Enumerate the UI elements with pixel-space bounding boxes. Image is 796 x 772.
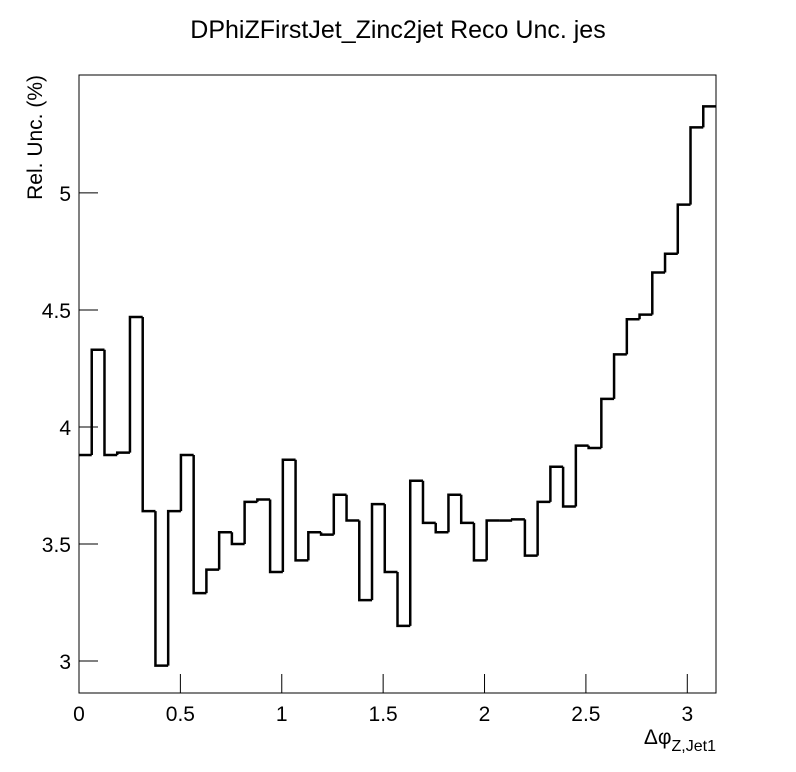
histogram-bin [256, 498, 271, 502]
chart-title: DPhiZFirstJet_Zinc2jet Reco Unc. jes [190, 16, 605, 44]
histogram-bin [179, 453, 194, 512]
histogram-bin [307, 530, 322, 561]
histogram-bin [141, 316, 156, 513]
histogram-bin [103, 349, 118, 457]
histogram-bin [574, 444, 589, 507]
histogram-bin [459, 494, 474, 525]
histogram-bin [663, 252, 678, 273]
plot-frame [78, 74, 717, 694]
histogram-bin [154, 511, 169, 667]
histogram-bin [268, 499, 283, 574]
histogram-bin [536, 500, 551, 556]
y-tick-label: 3.5 [42, 534, 71, 557]
histogram-bin [396, 572, 411, 628]
histogram-bin [243, 500, 258, 544]
histogram-bin [383, 504, 398, 574]
x-tick-label: 3 [681, 703, 693, 726]
histogram-bin [625, 318, 640, 355]
histogram-bin [638, 313, 653, 320]
histogram-bin [447, 493, 462, 533]
histogram-bin [281, 458, 296, 573]
histogram-bin [294, 459, 309, 562]
histogram-bin [702, 105, 716, 128]
x-axis-label-sub: Z,Jet1 [672, 738, 717, 755]
y-axis-label: Rel. Unc. (%) [24, 75, 47, 200]
histogram-bin [166, 509, 181, 666]
x-tick-label: 2.5 [571, 703, 600, 726]
histogram-bin [332, 493, 347, 535]
histogram-bin [128, 315, 143, 453]
histogram-bin [217, 530, 232, 570]
x-tick-label: 0.5 [166, 703, 195, 726]
x-tick-label: 2 [479, 703, 491, 726]
histogram-bin [612, 353, 627, 399]
histogram-bin [434, 522, 449, 534]
x-tick-label: 0 [73, 703, 85, 726]
histogram-bin [651, 271, 666, 315]
histogram-bin [421, 480, 436, 525]
x-axis-label: ΔφZ,Jet1 [644, 726, 716, 755]
histogram-bin [230, 532, 245, 546]
histogram-bin [689, 126, 704, 205]
x-axis-label-main: Δφ [644, 726, 672, 749]
y-tick-label: 5 [59, 183, 71, 206]
histogram-bin [358, 520, 373, 602]
x-tick-label: 1.5 [369, 703, 398, 726]
histogram-bin [587, 445, 602, 450]
histogram-bin [510, 518, 525, 521]
histogram-bin [192, 455, 207, 595]
histogram-bin [408, 479, 423, 626]
histogram-bin [676, 203, 691, 254]
histogram-bin [549, 465, 564, 502]
y-tick-label: 4 [59, 417, 71, 440]
histogram-bin [90, 348, 105, 456]
histogram-bin [472, 522, 487, 562]
histogram-bin [115, 451, 130, 456]
histogram-bin [205, 568, 220, 594]
histogram-bin [485, 519, 500, 561]
y-tick-label: 4.5 [42, 300, 71, 323]
histogram-bin [523, 519, 538, 557]
histogram-bin [345, 494, 360, 522]
histogram-bin [370, 502, 385, 601]
y-tick-label: 3 [59, 651, 71, 674]
histogram-bin [319, 532, 334, 536]
x-tick-label: 1 [276, 703, 288, 726]
histogram-bin [561, 466, 576, 508]
histogram-bin [600, 397, 615, 448]
